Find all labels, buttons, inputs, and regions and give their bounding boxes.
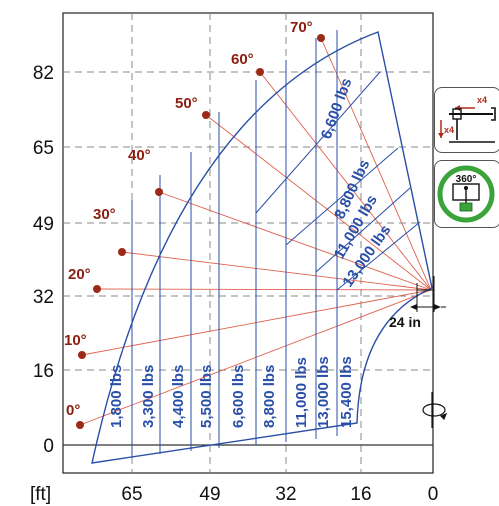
capacity-label: 13,000 lbs xyxy=(315,356,332,428)
angle-dot xyxy=(78,351,86,359)
angle-dot xyxy=(256,68,264,76)
dimension-label: 24 in xyxy=(389,314,421,330)
vertical-capacity-labels: 1,800 lbs 3,300 lbs 4,400 lbs 5,500 lbs … xyxy=(108,356,355,428)
y-tick: 16 xyxy=(33,361,54,382)
capacity-label: 6,600 lbs xyxy=(230,365,247,428)
capacity-diagonal-lines xyxy=(255,71,421,291)
angle-label: 60° xyxy=(231,51,254,68)
dimension-24in: 24 in xyxy=(389,276,446,330)
capacity-label: 15,400 lbs xyxy=(338,356,355,428)
boom-angle-lines xyxy=(79,37,432,426)
rotation-360-icon: 360° xyxy=(434,160,499,228)
zone-diagonal-line xyxy=(285,147,399,246)
boom-angle-line xyxy=(121,251,432,291)
capacity-label: 4,400 lbs xyxy=(170,365,187,428)
angle-markers xyxy=(76,34,325,429)
capacity-label: 5,500 lbs xyxy=(198,365,215,428)
capacity-label: 8,800 lbs xyxy=(261,365,278,428)
axis-unit-label: [ft] xyxy=(30,484,51,505)
rotation-icon xyxy=(422,392,448,428)
capacity-label: 3,300 lbs xyxy=(140,365,157,428)
capacity-zone-lines xyxy=(131,30,338,457)
angle-label: 20° xyxy=(68,266,91,283)
x-tick: 16 xyxy=(350,484,371,505)
outrigger-diagram-icon: x4 x4 xyxy=(438,95,496,143)
outrigger-count-a: x4 xyxy=(477,95,487,105)
zone-diagonal-line xyxy=(255,71,381,214)
outrigger-icon: x4 x4 xyxy=(434,87,499,153)
angle-dot xyxy=(317,34,325,42)
angle-label: 70° xyxy=(290,19,313,36)
diagonal-capacity-labels: 6,600 lbs 8,800 lbs 11,000 lbs 13,000 lb… xyxy=(318,76,395,290)
angle-dot xyxy=(202,111,210,119)
angle-label: 10° xyxy=(64,332,87,349)
x-tick: 0 xyxy=(428,484,439,505)
capacity-label: 6,600 lbs xyxy=(318,76,356,141)
y-tick: 65 xyxy=(33,138,54,159)
x-tick: 49 xyxy=(199,484,220,505)
boom-angle-line xyxy=(259,71,432,291)
angle-dot xyxy=(76,421,84,429)
capacity-label: 11,000 lbs xyxy=(293,357,310,428)
rotation-ring-icon: 360° xyxy=(437,165,495,223)
angle-label: 40° xyxy=(128,147,151,164)
angle-dot xyxy=(93,285,101,293)
angle-dot xyxy=(155,188,163,196)
angle-label: 50° xyxy=(175,95,198,112)
y-tick: 0 xyxy=(43,436,54,457)
chart-frame xyxy=(62,12,434,474)
zone-diagonal-line xyxy=(315,187,411,273)
x-axis-labels: [ft] 65 49 32 16 0 xyxy=(30,484,438,505)
zone-diagonal-line xyxy=(336,221,421,291)
rotation-label: 360° xyxy=(456,174,477,185)
y-tick: 32 xyxy=(33,287,54,308)
boom-angle-line xyxy=(96,288,432,291)
angle-label: 30° xyxy=(93,206,116,223)
angle-labels: 0° 10° 20° 30° 40° 50° 60° 70° xyxy=(64,19,313,419)
y-tick: 82 xyxy=(33,63,54,84)
angle-label: 0° xyxy=(66,402,80,419)
x-tick: 32 xyxy=(275,484,296,505)
working-envelope xyxy=(91,31,433,464)
capacity-label: 1,800 lbs xyxy=(108,365,125,428)
x-tick: 65 xyxy=(121,484,142,505)
y-tick: 49 xyxy=(33,214,54,235)
boom-angle-line xyxy=(158,191,432,291)
y-axis-labels: 82 65 49 32 16 0 xyxy=(33,63,54,457)
angle-dot xyxy=(118,248,126,256)
outrigger-count-b: x4 xyxy=(444,125,454,135)
boom-angle-line xyxy=(205,114,432,291)
boom-angle-line xyxy=(320,37,432,291)
